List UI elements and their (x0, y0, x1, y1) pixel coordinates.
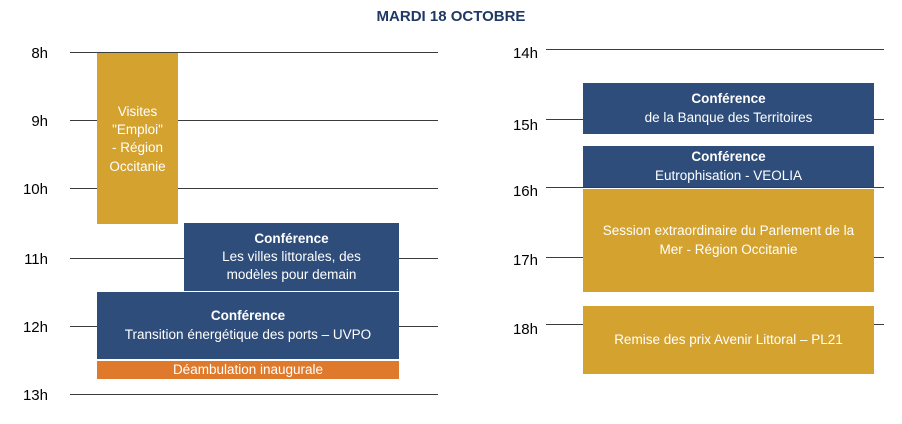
event-text: Eutrophisation - VEOLIA (654, 167, 803, 183)
event-heading: Conférence (254, 230, 329, 246)
hour-label: 18h (512, 321, 538, 338)
hour-label: 13h (22, 387, 48, 404)
event-text: Visites (117, 104, 158, 119)
hour-label: 9h (31, 113, 48, 130)
hour-label: 12h (22, 319, 48, 336)
event-text: modèles pour demain (226, 267, 357, 283)
event-conference-banque-territoires: Conférence de la Banque des Territoires (583, 83, 874, 134)
event-text: "Emploi" (112, 122, 163, 138)
hour-label: 16h (512, 183, 538, 200)
hour-line (70, 394, 438, 395)
event-text: - Région (111, 140, 164, 156)
hour-label: 10h (22, 181, 48, 198)
event-text: Occitanie (109, 158, 166, 174)
event-text: Mer - Région Occitanie (659, 241, 798, 257)
event-session-parlement-mer: Session extraordinaire du Parlement de l… (583, 189, 874, 292)
hour-label: 14h (512, 45, 538, 62)
hour-line (70, 52, 438, 53)
event-conference-eutrophisation-veolia: Conférence Eutrophisation - VEOLIA (583, 146, 874, 187)
hour-line (546, 49, 884, 50)
event-conference-villes-littorales: Conférence Les villes littorales, des mo… (184, 223, 399, 291)
event-conference-transition-energetique: Conférence Transition énergétique des po… (97, 292, 399, 359)
hour-line (70, 188, 438, 189)
hour-label: 8h (31, 45, 48, 62)
event-text: de la Banque des Territoires (644, 109, 813, 125)
event-deambulation-inaugurale: Déambulation inaugurale (97, 361, 399, 379)
page-title: MARDI 18 OCTOBRE (376, 8, 526, 25)
hour-label: 17h (512, 252, 538, 269)
event-text: Remise des prix Avenir Littoral – PL21 (614, 331, 843, 347)
event-text: Session extraordinaire du Parlement de l… (602, 223, 855, 239)
event-heading: Conférence (210, 308, 286, 324)
hour-line (546, 187, 884, 188)
event-remise-prix-avenir-littoral: Remise des prix Avenir Littoral – PL21 (583, 306, 874, 374)
event-text: Déambulation inaugurale (172, 361, 324, 377)
event-heading: Conférence (691, 91, 766, 107)
event-visites-emploi: Visites "Emploi" - Région Occitanie (97, 53, 178, 224)
event-heading: Conférence (691, 149, 766, 165)
hour-line (70, 120, 438, 121)
hour-label: 11h (24, 251, 48, 268)
event-text: Transition énergétique des ports – UVPO (124, 326, 372, 342)
hour-label: 15h (512, 117, 538, 134)
event-text: Les villes littorales, des (222, 248, 361, 264)
